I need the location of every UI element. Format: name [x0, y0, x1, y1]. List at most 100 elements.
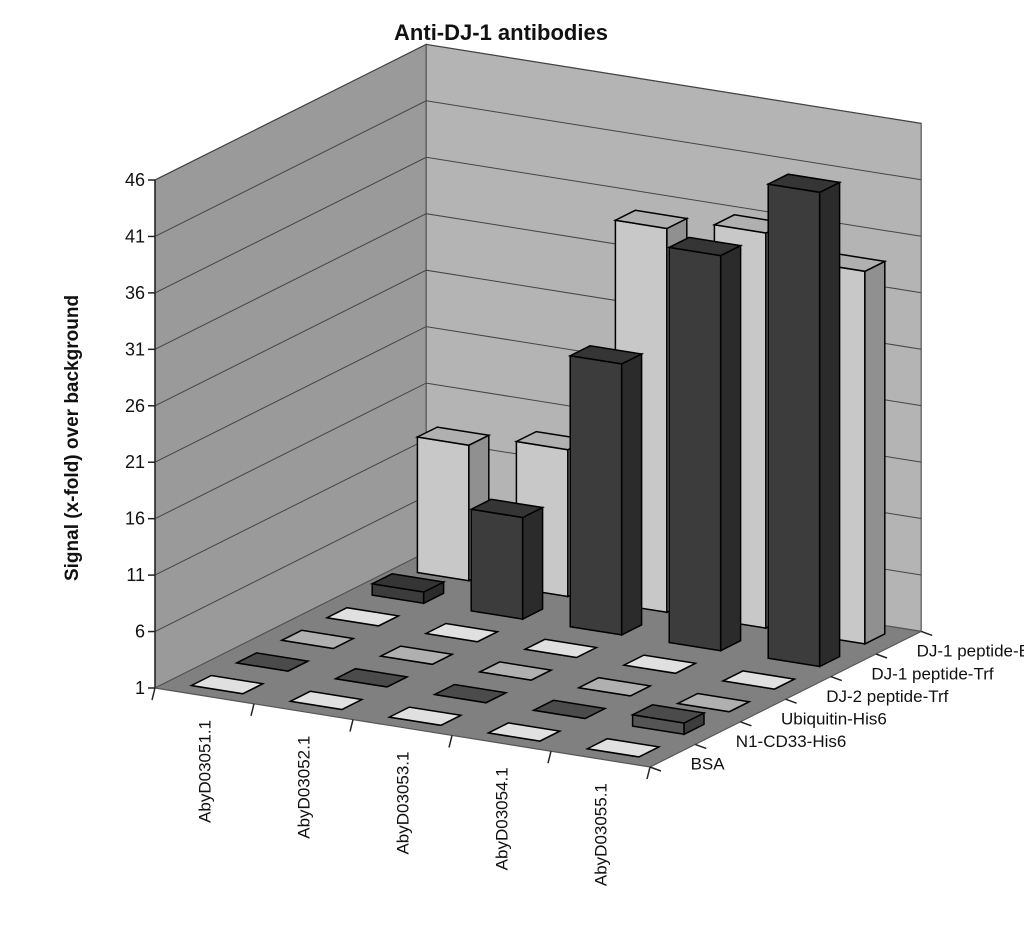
bar-2-3 [576, 676, 653, 697]
bar-top [630, 704, 707, 724]
bar-side [818, 181, 841, 668]
bar-top [531, 699, 608, 720]
bar-4-0 [369, 573, 447, 605]
bar-3-3 [621, 654, 698, 675]
bar-top [576, 676, 653, 697]
bar-front [416, 436, 470, 582]
series-label: DJ-2 peptide-Trf [826, 687, 948, 706]
series-label: DJ-1 peptide-Trf [871, 664, 993, 683]
bar-0-3 [485, 722, 563, 742]
y-tick-label: 1 [135, 678, 145, 698]
gridline-8 [154, 100, 922, 237]
y-tick-label: 46 [125, 170, 145, 190]
bar-top [477, 661, 554, 681]
bar-2-0 [279, 629, 356, 650]
bar-front [767, 183, 821, 668]
bar-top [522, 638, 599, 659]
bar-1-4 [630, 704, 707, 736]
x-tick-mark [547, 751, 552, 764]
bar-2-1 [378, 645, 455, 666]
gridline-7 [154, 156, 922, 294]
bar-3-0 [324, 606, 401, 627]
x-tick-mark [448, 735, 453, 748]
y-tick-label: 11 [126, 565, 145, 585]
bar-2-4 [675, 692, 752, 713]
y-tick-label: 41 [125, 226, 145, 246]
bar-top [188, 674, 266, 695]
bar-3-4 [720, 670, 797, 690]
x-tick-mark [349, 719, 354, 732]
series-tick-mark [875, 653, 888, 659]
bar-1-0 [234, 652, 311, 672]
bar-2-2 [477, 661, 554, 681]
category-label: AbyD03051.1 [196, 720, 215, 823]
bar-0-0 [188, 674, 266, 695]
bar-front [668, 246, 722, 652]
bar-top [432, 683, 509, 704]
y-tick-label: 6 [135, 622, 145, 642]
series-label: Ubiquitin-His6 [781, 710, 887, 729]
y-tick-label: 36 [125, 283, 145, 303]
bar-top [369, 573, 447, 593]
axes [148, 179, 933, 780]
bar-top [720, 670, 797, 690]
series-tick-mark [830, 675, 843, 682]
x-tick-mark [151, 687, 156, 701]
bar-4-1 [468, 498, 546, 621]
series-label: BSA [691, 755, 726, 774]
series-tick-mark [920, 630, 933, 637]
bar-top [333, 667, 410, 688]
series-tick-mark [785, 698, 797, 704]
series-tick-mark [694, 743, 707, 750]
bar-top [584, 737, 662, 758]
series-label: DJ-1 peptide-BSA [917, 642, 1024, 661]
bar-top [234, 652, 311, 672]
bar-top [765, 173, 843, 194]
bar-0-4 [584, 737, 662, 758]
series-tick-mark [740, 721, 752, 727]
bar-top [414, 426, 492, 446]
series-label: N1-CD33-His6 [736, 732, 847, 751]
bar-4-3 [666, 236, 744, 652]
bar-top [378, 645, 455, 666]
bar-4-4 [765, 173, 843, 668]
bar-3-1 [423, 622, 500, 643]
category-label: AbyD03052.1 [295, 736, 314, 839]
bar-side [719, 244, 742, 652]
bar-top [621, 654, 698, 675]
category-label: AbyD03053.1 [394, 752, 413, 855]
bar-side [521, 506, 544, 621]
bar-0-2 [386, 706, 464, 727]
bar-top [287, 690, 365, 711]
bar-3-2 [522, 638, 599, 659]
x-tick-mark [646, 766, 651, 780]
bar-side [864, 260, 886, 646]
series-tick-mark [649, 766, 662, 772]
bar-top [423, 622, 500, 643]
y-tick-label: 16 [125, 509, 145, 529]
bar-top [666, 236, 744, 257]
y-tick-label: 26 [125, 396, 145, 416]
bar-top [279, 629, 356, 650]
x-tick-mark [250, 703, 255, 716]
bar-top [386, 706, 464, 727]
bar-1-1 [333, 667, 410, 688]
y-tick-label: 31 [125, 339, 145, 359]
bar-top [468, 498, 546, 519]
bars [188, 173, 888, 758]
bar-front [470, 508, 524, 620]
bar-top [324, 606, 401, 627]
bar-top [612, 209, 690, 230]
gridline-9 [154, 43, 922, 181]
bar-1-3 [531, 699, 608, 720]
bar-0-1 [287, 690, 365, 711]
category-label: AbyD03055.1 [592, 783, 611, 886]
bar-top [567, 345, 645, 365]
chart-title: Anti-DJ-1 antibodies [394, 20, 608, 45]
category-label: AbyD03054.1 [493, 767, 512, 870]
bar-front [569, 354, 623, 636]
bar-4-2 [567, 345, 645, 637]
